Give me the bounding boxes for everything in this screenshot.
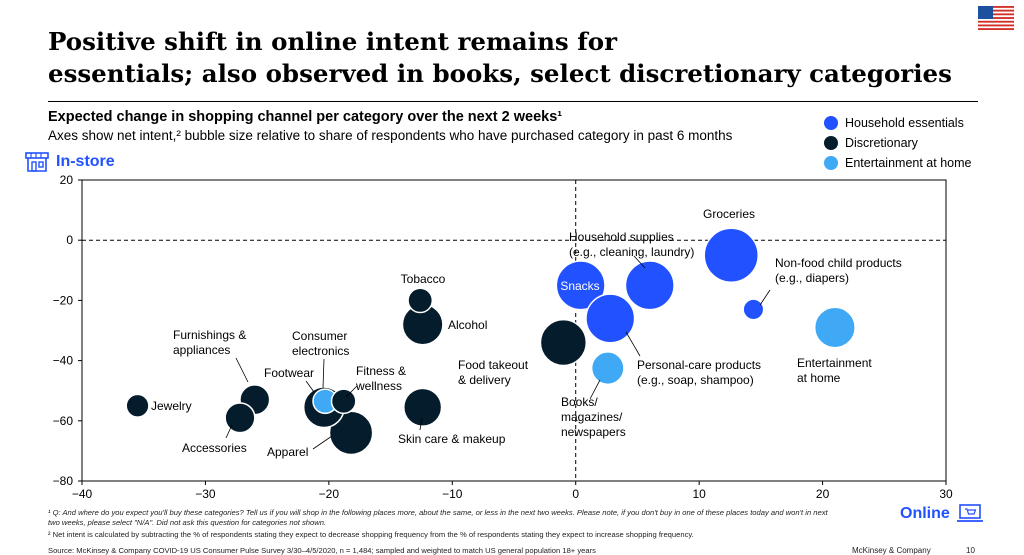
bubble-label: Non-food child products (e.g., diapers) xyxy=(775,256,902,285)
y-tick-label: −40 xyxy=(53,354,74,368)
x-tick-label: −30 xyxy=(195,487,216,501)
legend-dot-discretionary xyxy=(824,136,838,150)
chart-bubbles xyxy=(125,227,856,456)
laptop-cart-icon xyxy=(956,504,983,522)
x-tick-label: 10 xyxy=(692,487,706,501)
x-tick-label: −40 xyxy=(72,487,93,501)
leader-line-14 xyxy=(305,380,315,393)
bubble-label: Footwear xyxy=(264,366,314,380)
legend-item-household: Household essentials xyxy=(824,113,971,133)
bubble-label: Snacks xyxy=(560,279,599,293)
chart-description: Axes show net intent,² bubble size relat… xyxy=(48,128,733,143)
online-label: Online xyxy=(900,505,950,522)
footnote-1: ¹ Q: And where do you expect you'll buy … xyxy=(48,508,828,527)
y-tick-label: −60 xyxy=(53,414,74,428)
chart-legend: Household essentials Discretionary Enter… xyxy=(824,113,971,173)
bubble-fitness-wellness xyxy=(330,388,357,415)
bubble-label: Household supplies (e.g., cleaning, laund… xyxy=(569,230,694,259)
bubble-label: Jewelry xyxy=(151,399,192,413)
bubble-jewelry xyxy=(125,393,150,418)
x-tick-label: 20 xyxy=(816,487,830,501)
bubble-label: Tobacco xyxy=(401,272,446,286)
bubble-label: Accessories xyxy=(182,441,247,455)
leader-line-13 xyxy=(225,424,233,439)
slide-title: Positive shift in online intent remains … xyxy=(48,26,952,90)
source-note: Source: McKinsey & Company COVID-19 US C… xyxy=(48,546,596,555)
bubble-label: Skin care & makeup xyxy=(398,432,506,446)
chart-labels: Groceries Snacks Household supplies (e.g., … xyxy=(151,207,902,459)
store-icon xyxy=(25,152,49,172)
legend-label-discretionary: Discretionary xyxy=(845,136,918,150)
legend-dot-entertainment xyxy=(824,156,838,170)
bubble-non-food-child-products-e-g-diapers xyxy=(742,298,765,321)
legend-dot-household xyxy=(824,116,838,130)
bubble-label: Groceries xyxy=(703,207,755,221)
legend-item-discretionary: Discretionary xyxy=(824,133,971,153)
legend-label-entertainment: Entertainment at home xyxy=(845,156,972,170)
bubble-household-supplies-e-g-cleaning-laundry xyxy=(624,260,675,311)
bubble-accessories xyxy=(224,402,256,434)
us-flag-icon xyxy=(978,6,1014,30)
x-tick-label: −20 xyxy=(319,487,340,501)
bubble-food-takeout-delivery xyxy=(539,318,588,367)
leader-line-4 xyxy=(759,289,771,306)
legend-item-entertainment: Entertainment at home xyxy=(824,153,971,173)
bubble-books-magazines-newspapers xyxy=(590,351,625,386)
bubble-skin-care-makeup xyxy=(403,387,443,427)
leader-line-3 xyxy=(625,331,641,357)
title-line-2: essentials; also observed in books, sele… xyxy=(48,59,952,88)
bubble-entertainment-at-home xyxy=(813,306,856,349)
y-tick-label: 0 xyxy=(66,233,73,247)
bubble-label: Alcohol xyxy=(448,318,487,332)
title-divider xyxy=(48,101,978,102)
brand-name: McKinsey & Company xyxy=(852,546,931,555)
bubble-label: Furnishings & appliances xyxy=(173,328,246,357)
bubble-snacks xyxy=(555,260,606,311)
bubble-label: Apparel xyxy=(267,445,308,459)
y-tick-label: 20 xyxy=(60,173,74,187)
chart-subtitle: Expected change in shopping channel per … xyxy=(48,109,563,125)
legend-label-household: Household essentials xyxy=(845,116,964,130)
instore-label: In-store xyxy=(56,153,115,170)
leader-line-2 xyxy=(633,255,646,269)
leader-line-6 xyxy=(589,379,601,400)
bubble-label: Food takeout & delivery xyxy=(458,358,529,387)
chart-axes: −40 −30 −20 −10 0 10 20 30 20 0 −20 −40 −60 −80 xyxy=(53,173,953,501)
online-axis-label: Online xyxy=(900,502,984,526)
y-tick-label: −20 xyxy=(53,293,74,307)
leader-line-16 xyxy=(345,385,358,398)
leader-line-15 xyxy=(322,358,325,389)
bubble-label: Books/magazines/newspapers xyxy=(561,395,626,439)
bubble-label: Fitness & wellness xyxy=(355,364,406,393)
plot-frame xyxy=(81,179,947,482)
leader-line-17 xyxy=(312,435,333,450)
bubble-label: Entertainment at home xyxy=(797,356,872,385)
bubble-tobacco xyxy=(407,287,434,314)
x-tick-label: −10 xyxy=(442,487,463,501)
leader-line-10 xyxy=(419,417,423,431)
bubble-label: Consumer electronics xyxy=(292,329,349,358)
title-line-1: Positive shift in online intent remains … xyxy=(48,27,618,56)
page-number: 10 xyxy=(966,546,975,555)
bubble-groceries xyxy=(703,227,759,283)
y-tick-label: −80 xyxy=(53,474,74,488)
instore-axis-label: In-store xyxy=(24,150,115,174)
footnote-2: ² Net intent is calculated by subtractin… xyxy=(48,530,694,539)
leader-line-11 xyxy=(235,357,249,383)
x-tick-label: 0 xyxy=(572,487,579,501)
x-tick-label: 30 xyxy=(939,487,953,501)
bubble-label: Personal-care products (e.g., soap, shamp… xyxy=(637,358,761,387)
bubble-personal-care-products-e-g-soap-shampoo xyxy=(585,293,636,344)
